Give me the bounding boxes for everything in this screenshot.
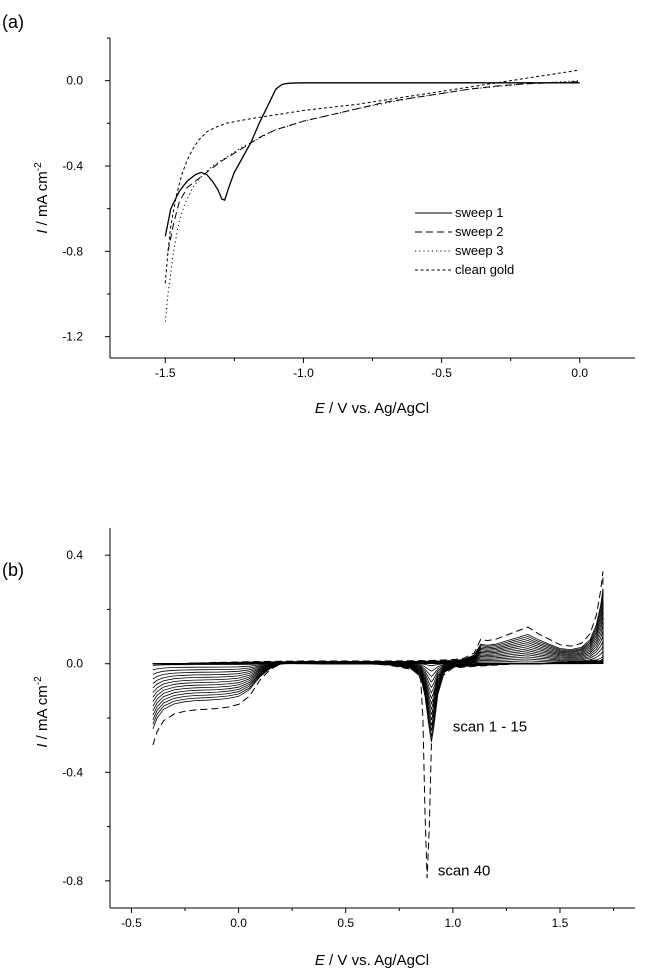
x-axis-label-a: E / V vs. Ag/AgCl: [315, 400, 429, 417]
y-tick-label-b: 0.4: [66, 548, 83, 562]
x-tick-label-b: 0.5: [337, 916, 354, 930]
y-tick-label-a: -0.4: [62, 159, 83, 173]
legend-a: sweep 1 sweep 2 sweep 3 clean gold: [415, 205, 514, 277]
legend-label: clean gold: [455, 262, 514, 277]
cv-scan-line: [152, 605, 604, 726]
cv-scan-line: [152, 589, 604, 742]
x-axis-label-a-text: / V vs. Ag/AgCl: [325, 400, 429, 417]
cv-scan-40-line: [152, 571, 604, 879]
plot-area-b: [110, 528, 635, 908]
axes-a: -1.5 -1.0 -0.5 0.0 -1.2 -0.8 -0.4 0.0: [62, 37, 635, 380]
x-axis-label-b: E / V vs. Ag/AgCl: [315, 952, 429, 969]
panel-label-b: (b): [2, 560, 24, 580]
x-tick-label-b: 1.5: [552, 916, 569, 930]
y-axis-label-b-sup: -2: [33, 676, 44, 685]
cv-scan-line: [152, 600, 604, 732]
series-line-sweep-2: [167, 81, 580, 252]
x-tick-label-a: -0.5: [431, 366, 452, 380]
panel-label-a: (a): [2, 12, 24, 32]
annotation-label: scan 1 - 15: [453, 719, 527, 736]
y-axis-label-a-text: / mA cm: [34, 171, 51, 229]
chart-a: (a) -1.5 -1.0 -0.5 0.0 -1.2 -0.8 -0.4 0.0 sweep…: [2, 12, 635, 417]
legend-label: sweep 3: [455, 243, 503, 258]
chart-b: (b) -0.5 0.0 0.5 1.0 1.5 -0.8 -0.4 0.0 0.4 scan …: [2, 528, 635, 969]
cv-scan-line: [152, 594, 604, 737]
legend-label: sweep 1: [455, 205, 503, 220]
x-axis-label-a-var: E: [315, 400, 326, 417]
y-axis-label-a-sup: -2: [33, 162, 44, 171]
x-tick-label-b: -0.5: [121, 916, 142, 930]
y-tick-label-b: -0.4: [62, 765, 83, 779]
y-tick-label-b: -0.8: [62, 874, 83, 888]
y-axis-label-a: I / mA cm-2: [33, 162, 51, 234]
series-line-sweep-1: [164, 82, 580, 237]
y-axis-label-b: I / mA cm-2: [33, 676, 51, 748]
y-tick-label-a: 0.0: [66, 74, 83, 88]
y-tick-label-a: -0.8: [62, 244, 83, 258]
y-tick-label-a: -1.2: [62, 330, 83, 344]
y-axis-label-b-text: / mA cm: [34, 685, 51, 743]
x-tick-label-b: 0.0: [230, 916, 247, 930]
x-axis-label-b-var: E: [315, 952, 326, 969]
cv-scan-line: [152, 610, 604, 721]
series-group-b: [152, 571, 604, 879]
x-axis-label-b-text: / V vs. Ag/AgCl: [325, 952, 429, 969]
x-tick-label-a: -1.5: [155, 366, 176, 380]
y-axis-label-b-var: I: [34, 744, 51, 748]
y-tick-label-b: 0.0: [66, 657, 83, 671]
annotations-b: scan 1 - 15 scan 40: [438, 719, 527, 880]
series-line-clean-gold: [164, 69, 580, 284]
series-group-a: [164, 69, 580, 322]
x-tick-label-b: 1.0: [445, 916, 462, 930]
series-line-sweep-3: [164, 80, 580, 322]
plot-area-a: [110, 38, 635, 358]
annotation-label: scan 40: [438, 862, 491, 879]
y-axis-label-a-var: I: [34, 230, 51, 234]
x-tick-label-a: -1.0: [293, 366, 314, 380]
legend-label: sweep 2: [455, 224, 503, 239]
axes-b: -0.5 0.0 0.5 1.0 1.5 -0.8 -0.4 0.0 0.4: [62, 528, 635, 930]
x-tick-label-a: 0.0: [571, 366, 588, 380]
cv-scan-line: [152, 615, 604, 715]
